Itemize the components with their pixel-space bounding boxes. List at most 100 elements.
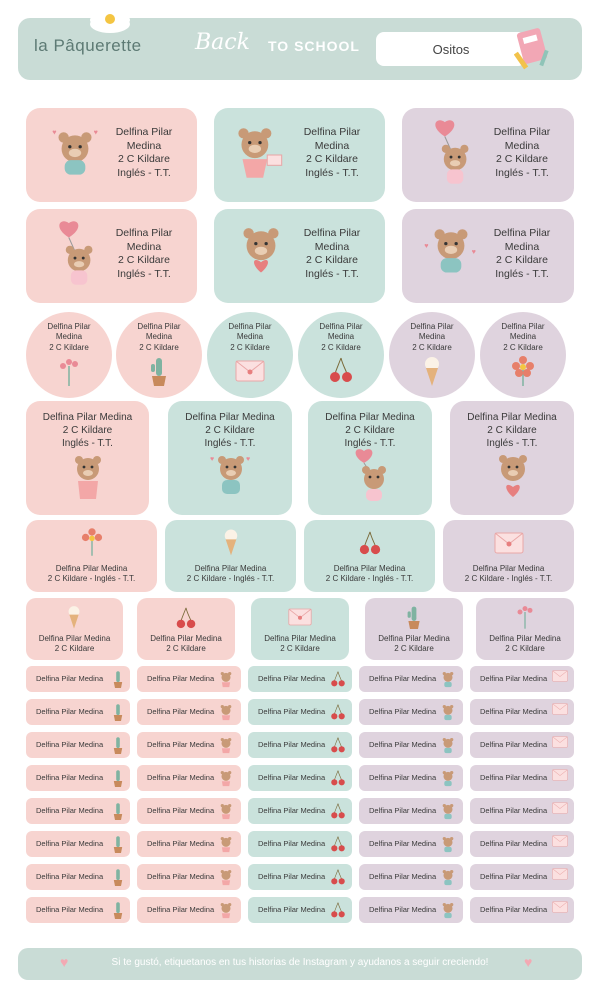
brand-logo: la Pâquerette [34,36,142,55]
teddy-bear-icon [442,771,454,787]
label-circle: Delfina Pilar Medina 2 C Kildare [26,312,112,398]
label-text: Delfina Pilar Medina 2 C Kildare - Inglés… [325,564,414,584]
teddy-bear-icon [220,738,232,754]
label-mini: Delfina Pilar Medina [137,897,241,923]
label-text: Delfina Pilar Medina [480,872,548,881]
teddy-bear-icon [220,672,232,688]
label-mini: Delfina Pilar Medina [470,831,574,857]
label-large: ♥ ♥ Delfina Pilar Medina 2 C Kildare Inglés … [402,209,574,303]
label-mini: Delfina Pilar Medina [137,666,241,692]
label-text: Delfina Pilar Medina [369,806,437,815]
cactus-icon [113,836,123,853]
label-mini: Delfina Pilar Medina [137,864,241,890]
label-mini: Delfina Pilar Medina [137,699,241,725]
label-text: Delfina Pilar Medina 2 C Kildare [228,322,272,352]
label-text: Delfina Pilar Medina [36,806,104,815]
teddy-bear-icon: ♥♥ [52,127,98,175]
envelope-icon [552,901,568,913]
label-text: Delfina Pilar Medina [36,905,104,914]
label-text: Delfina Pilar Medina [36,839,104,848]
teddy-bear-icon [442,903,454,919]
teddy-bear-icon [220,870,232,886]
label-text: Delfina Pilar Medina 2 C Kildare [319,322,363,352]
label-text: Delfina Pilar Medina [36,674,104,683]
label-text: Delfina Pilar Medina [258,707,326,716]
cherries-icon [331,869,345,885]
cherries-icon [331,737,345,753]
ice-cream-icon [68,606,80,629]
cactus-icon [113,869,123,886]
label-text: Delfina Pilar Medina [147,806,215,815]
label-mini: Delfina Pilar Medina [137,765,241,791]
label-mini: Delfina Pilar Medina [359,798,463,824]
daisy-logo-icon [90,10,130,33]
heart-icon: ♥ [524,954,533,970]
label-mini: Delfina Pilar Medina [248,732,352,758]
header-title-script: Back [195,30,250,55]
label-text: Delfina Pilar Medina [480,674,548,683]
label-circle: Delfina Pilar Medina 2 C Kildare [207,312,293,398]
label-mini: Delfina Pilar Medina [470,699,574,725]
ice-cream-icon [425,357,439,386]
label-text: Delfina Pilar Medina 2 C Kildare Inglés - … [42,412,133,449]
svg-text:♥: ♥ [246,456,250,463]
label-text: Delfina Pilar Medina 2 C Kildare Inglés - … [185,412,275,449]
cactus-icon [407,606,420,629]
cactus-icon [113,737,123,754]
cherries-icon [331,803,345,819]
label-text: Delfina Pilar Medina [480,740,548,749]
cactus-icon [113,671,123,688]
label-text: Delfina Pilar Medina [258,905,326,914]
label-mini: Delfina Pilar Medina [359,699,463,725]
cactus-icon [113,803,123,820]
header-title-caps: TO SCHOOL [268,38,360,54]
label-mini: Delfina Pilar Medina [137,831,241,857]
label-text: Delfina Pilar Medina [258,839,326,848]
label-mini: Delfina Pilar Medina [359,666,463,692]
teddy-bear-icon [220,903,232,919]
envelope-icon [552,703,568,715]
label-small: Delfina Pilar Medina 2 C Kildare [251,598,349,660]
teddy-bear-icon: ♥♥ [424,229,476,273]
label-mini: Delfina Pilar Medina [137,798,241,824]
label-circle: Delfina Pilar Medina 2 C Kildare [389,312,475,398]
teddy-bear-icon [442,837,454,853]
label-mini: Delfina Pilar Medina [26,897,130,923]
label-mini: Delfina Pilar Medina [470,666,574,692]
label-text: Delfina Pilar Medina [369,839,437,848]
label-text: Delfina Pilar Medina 2 C Kildare [489,634,561,654]
envelope-icon [552,868,568,880]
label-text: Delfina Pilar Medina 2 C Kildare Inglés - … [467,412,557,449]
label-mini: Delfina Pilar Medina [248,765,352,791]
label-mini: Delfina Pilar Medina [26,831,130,857]
label-text: Delfina Pilar Medina 2 C Kildare [378,634,450,654]
label-mini: Delfina Pilar Medina [359,864,463,890]
label-large: ♥ ♥ Delfina Pilar Medina 2 C Kildare Inglés … [26,108,197,202]
label-text: Delfina Pilar Medina [480,905,548,914]
ice-cream-icon [224,529,238,556]
label-text: Delfina Pilar Medina [147,905,215,914]
label-text: Delfina Pilar Medina [147,839,215,848]
label-mini: Delfina Pilar Medina [26,699,130,725]
label-text: Delfina Pilar Medina 2 C Kildare [410,322,454,352]
label-mini: Delfina Pilar Medina [248,897,352,923]
label-mini: Delfina Pilar Medina [26,864,130,890]
label-mini: Delfina Pilar Medina [26,666,130,692]
cherries-icon [331,770,345,786]
svg-text:♥: ♥ [52,127,56,136]
label-text: Delfina Pilar Medina 2 C Kildare [47,322,91,352]
teddy-bear-icon [435,120,469,184]
label-large: Delfina Pilar Medina 2 C Kildare Inglés - T… [26,209,197,303]
flower-icon [81,528,103,556]
label-text: Delfina Pilar Medina [36,773,104,782]
label-wide: Delfina Pilar Medina 2 C Kildare - Inglés… [304,520,435,592]
label-mini: Delfina Pilar Medina [359,897,463,923]
label-text: Delfina Pilar Medina [36,872,104,881]
label-text: Delfina Pilar Medina [480,806,548,815]
label-text: Delfina Pilar Medina 2 C Kildare Inglés - T… [115,227,173,280]
teddy-bear-icon [220,705,232,721]
label-text: Delfina Pilar Medina [369,740,437,749]
label-mini: Delfina Pilar Medina [248,666,352,692]
label-small: Delfina Pilar Medina 2 C Kildare [26,598,123,660]
cherries-icon [331,704,345,720]
